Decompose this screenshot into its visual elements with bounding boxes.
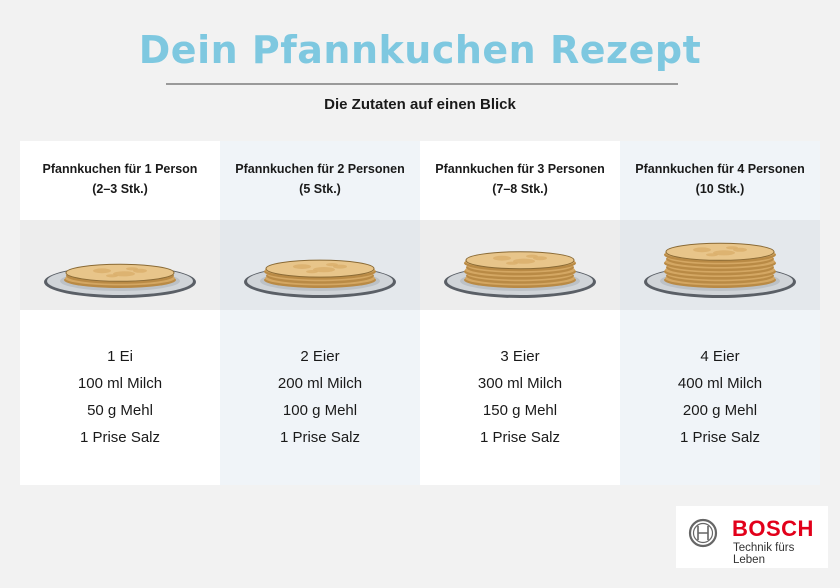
bosch-logo: BOSCH Technik fürs Leben bbox=[676, 506, 828, 568]
browning-spot bbox=[726, 246, 738, 250]
browning-spot bbox=[293, 264, 311, 269]
browning-spot bbox=[126, 267, 138, 271]
browning-spot bbox=[526, 254, 538, 258]
page-title: Dein Pfannkuchen Rezept bbox=[138, 28, 702, 72]
browning-spot bbox=[93, 268, 111, 274]
ingredient-flour: 150 g Mehl bbox=[482, 402, 558, 419]
column-3-persons: Pfannkuchen für 3 Personen (7–8 Stk.) 3 … bbox=[420, 141, 620, 485]
title-divider bbox=[166, 83, 678, 85]
column-header: Pfannkuchen für 3 Personen (7–8 Stk.) bbox=[420, 141, 620, 220]
column-1-person: Pfannkuchen für 1 Person (2–3 Stk.) 1 Ei… bbox=[20, 141, 220, 485]
column-2-persons: Pfannkuchen für 2 Personen (5 Stk.) 2 Ei… bbox=[220, 141, 420, 485]
ingredient-eggs: 2 Eier bbox=[300, 348, 340, 365]
column-4-persons: Pfannkuchen für 4 Personen (10 Stk.) 4 E… bbox=[620, 141, 820, 485]
column-heading: Pfannkuchen für 2 Personen bbox=[235, 162, 405, 176]
browning-spot bbox=[693, 247, 711, 253]
pancake-illustration bbox=[620, 220, 820, 310]
ingredient-list: 1 Ei 100 ml Milch 50 g Mehl 1 Prise Salz bbox=[20, 310, 220, 485]
ingredient-list: 4 Eier 400 ml Milch 200 g Mehl 1 Prise S… bbox=[620, 310, 820, 485]
browning-spot bbox=[326, 263, 338, 267]
browning-spot bbox=[306, 270, 318, 274]
browning-spot bbox=[506, 261, 518, 265]
pancake-illustration bbox=[220, 220, 420, 310]
ingredient-milk: 100 ml Milch bbox=[77, 375, 163, 392]
pancake-stack-icon bbox=[44, 263, 196, 298]
column-count: (5 Stk.) bbox=[299, 182, 341, 196]
ingredient-salt: 1 Prise Salz bbox=[479, 429, 561, 446]
recipe-table: Pfannkuchen für 1 Person (2–3 Stk.) 1 Ei… bbox=[20, 141, 820, 485]
pancake-illustration bbox=[420, 220, 620, 310]
browning-spot bbox=[313, 267, 335, 273]
ingredient-eggs: 4 Eier bbox=[700, 348, 740, 365]
column-heading: Pfannkuchen für 3 Personen bbox=[435, 162, 605, 176]
browning-spot bbox=[713, 250, 735, 256]
column-header: Pfannkuchen für 1 Person (2–3 Stk.) bbox=[20, 141, 220, 220]
column-count: (7–8 Stk.) bbox=[492, 182, 548, 196]
browning-spot bbox=[706, 253, 718, 257]
pancake-illustration bbox=[20, 220, 220, 310]
column-header: Pfannkuchen für 4 Personen (10 Stk.) bbox=[620, 141, 820, 220]
ingredient-salt: 1 Prise Salz bbox=[79, 429, 161, 446]
ingredient-milk: 400 ml Milch bbox=[677, 375, 763, 392]
column-heading: Pfannkuchen für 1 Person bbox=[42, 162, 198, 176]
brand-name: BOSCH bbox=[732, 516, 814, 541]
ingredient-flour: 200 g Mehl bbox=[682, 402, 758, 419]
ingredient-flour: 50 g Mehl bbox=[87, 402, 153, 419]
ingredient-list: 2 Eier 200 ml Milch 100 g Mehl 1 Prise S… bbox=[220, 310, 420, 485]
browning-spot bbox=[106, 274, 118, 278]
pancake-stack-icon bbox=[644, 242, 796, 298]
browning-spot bbox=[493, 255, 511, 261]
browning-spot bbox=[513, 258, 535, 264]
pancake-stack-icon bbox=[244, 259, 396, 298]
ingredient-milk: 300 ml Milch bbox=[477, 375, 563, 392]
ingredient-eggs: 3 Eier bbox=[500, 348, 540, 365]
column-count: (10 Stk.) bbox=[695, 182, 745, 196]
ingredient-eggs: 1 Ei bbox=[107, 348, 133, 365]
browning-spot bbox=[113, 271, 135, 277]
ingredient-salt: 1 Prise Salz bbox=[279, 429, 361, 446]
ingredient-salt: 1 Prise Salz bbox=[679, 429, 761, 446]
column-heading: Pfannkuchen für 4 Personen bbox=[635, 162, 805, 176]
page-subtitle: Die Zutaten auf einen Blick bbox=[324, 96, 516, 113]
ingredient-list: 3 Eier 300 ml Milch 150 g Mehl 1 Prise S… bbox=[420, 310, 620, 485]
ingredient-flour: 100 g Mehl bbox=[282, 402, 358, 419]
bosch-armature-icon bbox=[688, 518, 718, 548]
brand-tagline: Technik fürs Leben bbox=[733, 542, 795, 566]
pancake-stack-icon bbox=[444, 251, 596, 298]
ingredient-milk: 200 ml Milch bbox=[277, 375, 363, 392]
column-header: Pfannkuchen für 2 Personen (5 Stk.) bbox=[220, 141, 420, 220]
column-count: (2–3 Stk.) bbox=[92, 182, 148, 196]
